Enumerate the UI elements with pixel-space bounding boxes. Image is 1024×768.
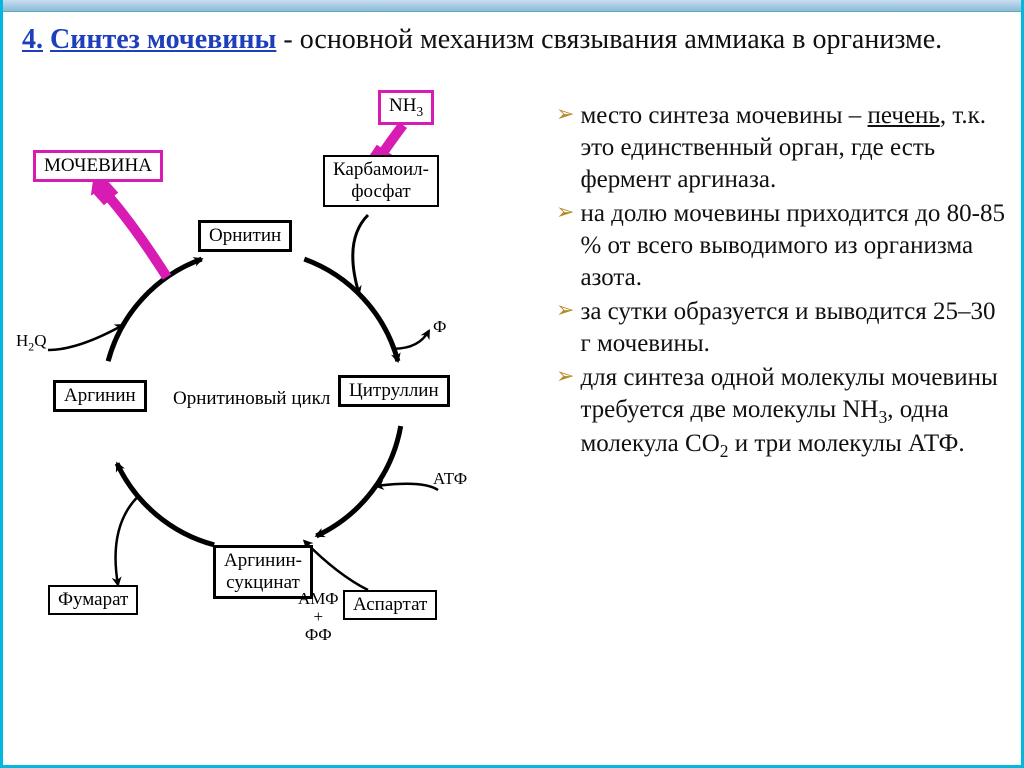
node-citrulline: Цитруллин [338,375,450,407]
bullet-item: ➢за сутки образуется и выводится 25–30 г… [556,296,1006,360]
node-arginine: Аргинин [53,380,147,412]
label-h2o: H2Q [16,332,47,353]
title-number: 4. [22,24,43,55]
node-nh3: NH3 [378,90,434,125]
node-carbamoyl: Карбамоил-фосфат [323,155,439,207]
title-rest: - основной механизм связывания аммиака в… [276,24,942,55]
label-amp: АМФ+ФФ [298,590,339,644]
bullet-text: на долю мочевины приходится до 80-85 % о… [580,198,1006,294]
urea-cycle-diagram: Орнитиновый цикл NH3 Карбамоил-фосфат Орни… [8,90,568,750]
bullet-text: за сутки образуется и выводится 25–30 г … [580,296,1006,360]
bullet-item: ➢место синтеза мочевины – печень, т.к. э… [556,100,1006,196]
title-lead: Синтез мочевины [50,24,276,55]
label-phi: Ф [433,318,446,336]
label-atp: АТФ [433,470,467,488]
bullet-text: для синтеза одной молекулы мочевины треб… [580,362,1006,463]
node-urea: МОЧЕВИНА [33,150,163,182]
cycle-center-label: Орнитиновый цикл [173,388,330,410]
node-fumarate: Фумарат [48,585,138,615]
cycle-svg [8,90,568,750]
slide-title: 4. Синтез мочевины - основной механизм с… [22,22,1006,57]
node-aspartate: Аспартат [343,590,437,620]
bullet-item: ➢для синтеза одной молекулы мочевины тре… [556,362,1006,463]
bullet-text: место синтеза мочевины – печень, т.к. эт… [580,100,1006,196]
node-ornithine: Орнитин [198,220,292,252]
bullet-list: ➢место синтеза мочевины – печень, т.к. э… [556,100,1006,465]
bullet-item: ➢на долю мочевины приходится до 80-85 % … [556,198,1006,294]
